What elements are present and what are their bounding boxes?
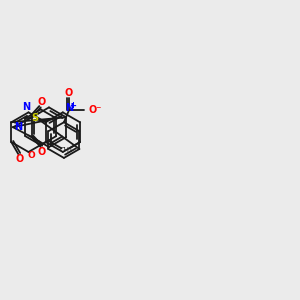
Text: CH₃: CH₃ [60,147,73,153]
Text: O: O [65,88,73,98]
Text: N: N [14,122,22,132]
Text: S: S [32,113,39,123]
Text: O⁻: O⁻ [89,105,102,116]
Text: O: O [15,154,23,164]
Text: +: + [69,101,76,110]
Text: O: O [28,152,35,160]
Text: N: N [65,103,73,113]
Text: O: O [38,98,46,107]
Text: N: N [22,102,31,112]
Text: O: O [38,147,46,157]
